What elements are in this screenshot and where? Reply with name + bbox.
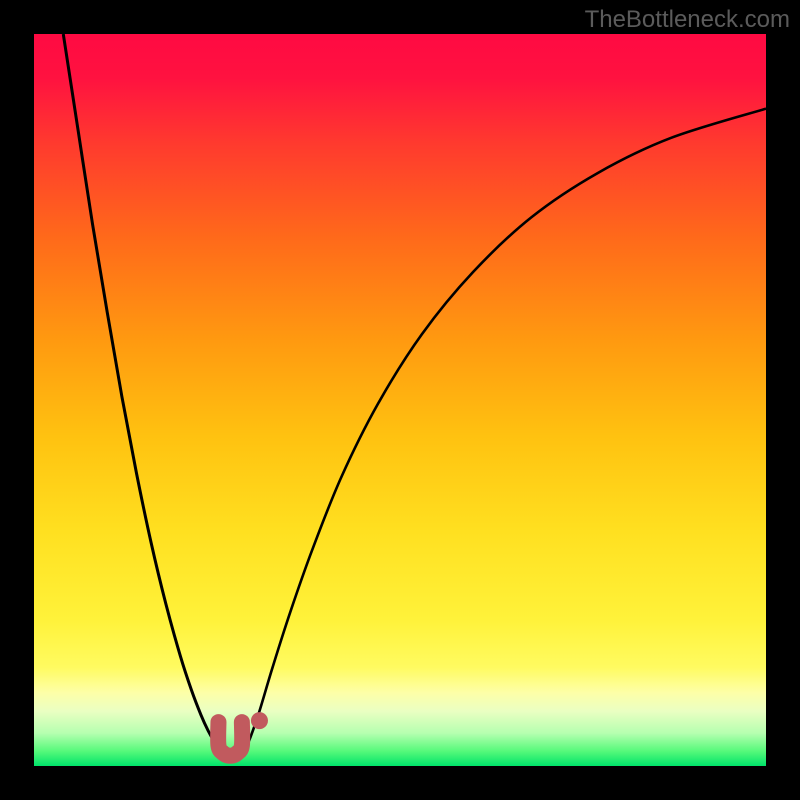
chart-stage: TheBottleneck.com — [0, 0, 800, 800]
curve-dot — [251, 712, 268, 729]
plot-area — [34, 34, 766, 766]
plot-svg — [34, 34, 766, 766]
watermark-text: TheBottleneck.com — [585, 6, 790, 34]
